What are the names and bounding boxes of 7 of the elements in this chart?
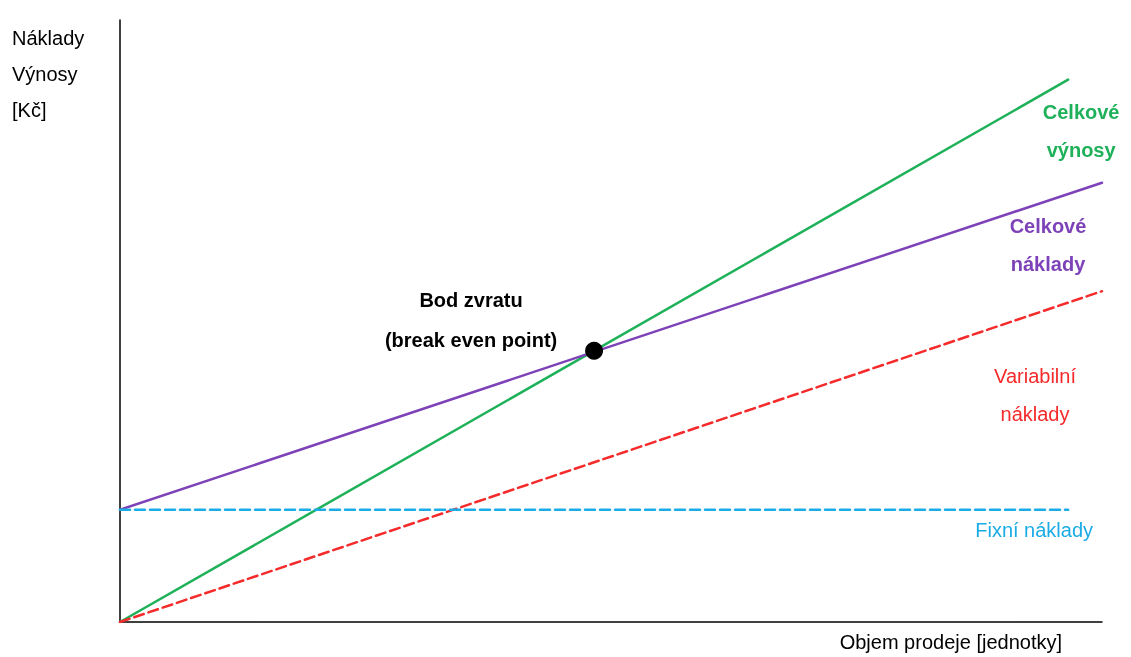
series-label: Celkové výnosy: [1042, 100, 1120, 161]
series-label: Celkové náklady: [1009, 214, 1087, 275]
y-axis-title: Náklady Výnosy [Kč]: [12, 27, 85, 121]
annotation: Bod zvratu (break even point): [384, 288, 558, 351]
series-label: Fixní náklady: [975, 518, 1094, 541]
series-label: Variabilní náklady: [994, 365, 1077, 426]
x-axis-title: Objem prodeje [jednotky]: [839, 631, 1062, 653]
